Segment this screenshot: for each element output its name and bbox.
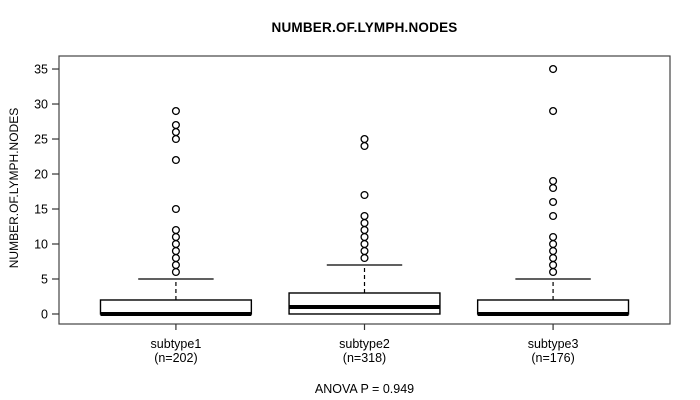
outlier-point — [360, 211, 369, 221]
y-tick-label: 5 — [41, 272, 48, 286]
outlier-point — [549, 260, 558, 270]
outlier-point — [549, 253, 558, 263]
outlier-point — [549, 211, 558, 221]
box-group-subtype2: subtype2(n=318) — [288, 134, 441, 365]
group-sublabel: (n=318) — [343, 351, 386, 365]
box-group-subtype1: subtype1(n=202) — [99, 106, 253, 365]
outlier-point — [171, 253, 180, 263]
outlier-point — [171, 155, 180, 165]
outlier-point — [549, 64, 558, 74]
box-group-subtype3: subtype3(n=176) — [476, 64, 630, 365]
outlier-point — [360, 225, 369, 235]
y-tick-label: 20 — [34, 168, 48, 182]
chart-title: NUMBER.OF.LYMPH.NODES — [271, 20, 458, 35]
outlier-point — [360, 239, 369, 249]
outlier-point — [549, 239, 558, 249]
group-sublabel: (n=202) — [154, 351, 197, 365]
outlier-point — [360, 232, 369, 242]
y-tick-label: 35 — [34, 63, 48, 77]
y-tick-label: 25 — [34, 133, 48, 147]
outlier-point — [549, 176, 558, 186]
outlier-point — [171, 120, 180, 130]
outlier-point — [171, 127, 180, 137]
y-tick-label: 10 — [34, 237, 48, 251]
y-tick-label: 30 — [34, 98, 48, 112]
outlier-point — [171, 232, 180, 242]
outlier-point — [360, 134, 369, 144]
iqr-box — [99, 299, 253, 315]
y-tick-label: 15 — [34, 203, 48, 217]
outlier-point — [171, 260, 180, 270]
iqr-box — [476, 299, 630, 315]
iqr-box — [288, 292, 441, 315]
outlier-point — [171, 106, 180, 116]
outlier-point — [549, 267, 558, 277]
outlier-point — [549, 232, 558, 242]
outlier-point — [360, 141, 369, 151]
outlier-point — [549, 183, 558, 193]
outlier-point — [549, 106, 558, 116]
anova-annotation: ANOVA P = 0.949 — [314, 382, 415, 396]
outlier-point — [171, 267, 180, 277]
y-tick-label: 0 — [41, 307, 48, 321]
outlier-point — [171, 204, 180, 214]
outlier-point — [171, 225, 180, 235]
outlier-point — [360, 190, 369, 200]
outlier-point — [549, 197, 558, 207]
outlier-point — [360, 253, 369, 263]
outlier-point — [549, 246, 558, 256]
outlier-point — [171, 239, 180, 249]
group-label: subtype2 — [339, 337, 390, 351]
outlier-point — [171, 246, 180, 256]
group-label: subtype3 — [528, 337, 579, 351]
group-label: subtype1 — [151, 337, 202, 351]
outlier-point — [171, 134, 180, 144]
outlier-point — [360, 218, 369, 228]
outlier-point — [360, 246, 369, 256]
group-sublabel: (n=176) — [531, 351, 574, 365]
